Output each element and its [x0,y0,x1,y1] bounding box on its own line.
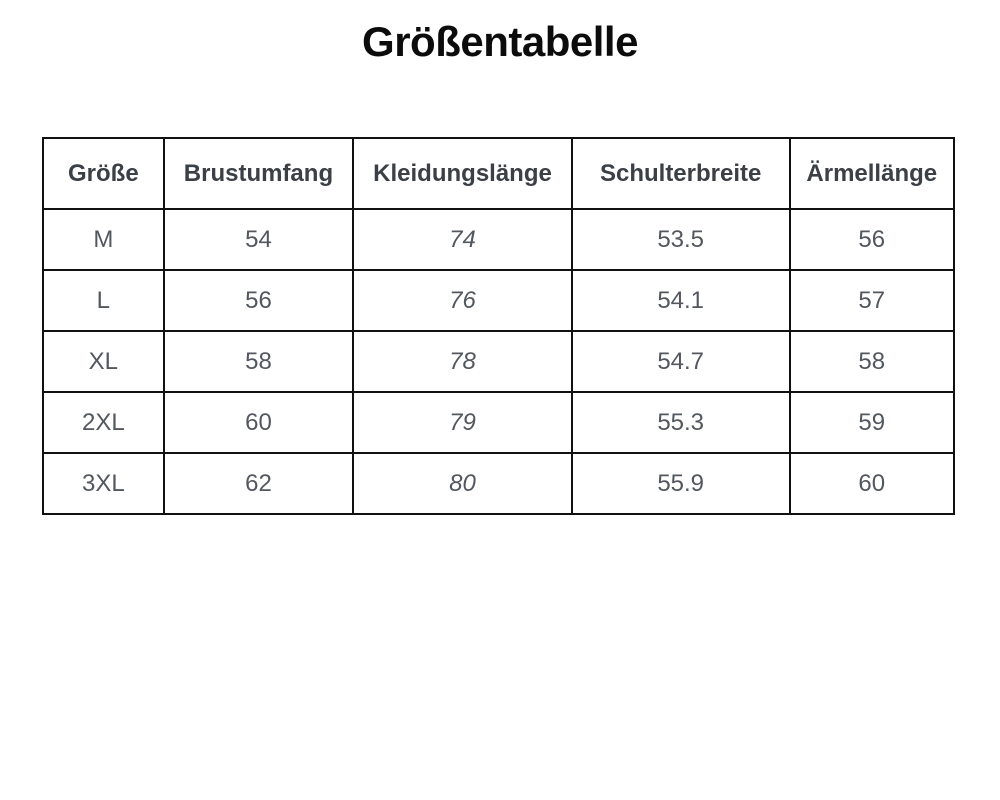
cell-size: 3XL [42,452,165,515]
table-row-3xl: 3XL 62 80 55.9 60 [42,452,956,515]
cell-length: 78 [352,330,573,393]
cell-length: 74 [352,208,573,271]
column-header-groesse: Größe [42,137,165,210]
table-row-xl: XL 58 78 54.7 58 [42,330,956,393]
cell-shoulder: 53.5 [570,208,791,271]
cell-size: M [42,208,165,271]
cell-shoulder: 55.3 [570,391,791,454]
column-header-kleidungslaenge: Kleidungslänge [352,137,573,210]
cell-sleeve: 56 [788,208,956,271]
cell-sleeve: 58 [788,330,956,393]
page-title: Größentabelle [362,18,638,65]
size-table-body: M 54 74 53.5 56 L 56 76 54.1 57 XL 58 78… [42,208,956,515]
cell-length: 76 [352,269,573,332]
cell-chest: 58 [162,330,355,393]
cell-length: 80 [352,452,573,515]
cell-size: 2XL [42,391,165,454]
table-row-2xl: 2XL 60 79 55.3 59 [42,391,956,454]
cell-size: L [42,269,165,332]
table-row-l: L 56 76 54.1 57 [42,269,956,332]
cell-chest: 62 [162,452,355,515]
cell-sleeve: 60 [788,452,956,515]
cell-shoulder: 54.1 [570,269,791,332]
cell-length: 79 [352,391,573,454]
column-header-aermellaenge: Ärmellänge [788,137,956,210]
cell-chest: 54 [162,208,355,271]
cell-shoulder: 54.7 [570,330,791,393]
column-header-brustumfang: Brustumfang [162,137,355,210]
table-row-m: M 54 74 53.5 56 [42,208,956,271]
cell-chest: 60 [162,391,355,454]
cell-size: XL [42,330,165,393]
cell-chest: 56 [162,269,355,332]
cell-sleeve: 57 [788,269,956,332]
size-table-header: Größe Brustumfang Kleidungslänge Schulte… [42,137,956,210]
cell-shoulder: 55.9 [570,452,791,515]
header-row: Größe Brustumfang Kleidungslänge Schulte… [42,137,956,210]
size-table: Größe Brustumfang Kleidungslänge Schulte… [42,137,956,515]
cell-sleeve: 59 [788,391,956,454]
column-header-schulterbreite: Schulterbreite [570,137,791,210]
